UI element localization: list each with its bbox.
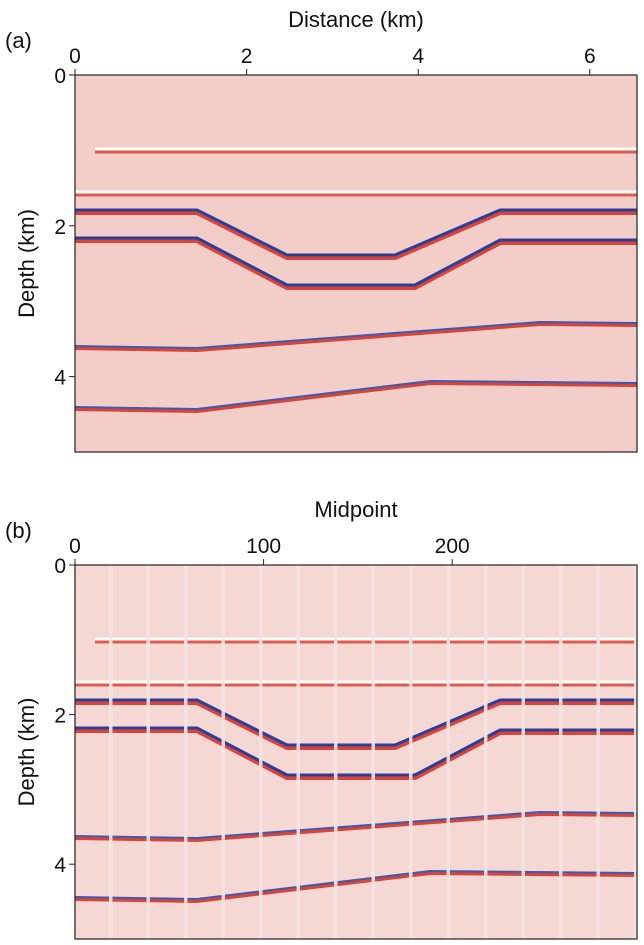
- x-axis-title: Midpoint: [314, 497, 397, 522]
- panel-a-image: [75, 75, 637, 452]
- y-tick-label: 2: [54, 705, 66, 728]
- y-tick-label: 0: [54, 65, 66, 88]
- x-tick-label: 4: [412, 45, 424, 68]
- plot-frame: [74, 74, 638, 453]
- x-tick-label: 200: [435, 535, 470, 558]
- x-tick-label: 0: [69, 45, 81, 68]
- y-tick-label: 0: [54, 555, 66, 578]
- x-axis-title: Distance (km): [288, 7, 424, 32]
- panel-b-image: [75, 565, 637, 939]
- panel-label: (a): [5, 28, 32, 53]
- y-tick-label: 2: [54, 216, 66, 239]
- y-axis-title: Depth (km): [14, 698, 39, 807]
- y-axis-title: Depth (km): [14, 209, 39, 318]
- x-tick-label: 2: [241, 45, 253, 68]
- y-tick-label: 4: [54, 854, 66, 877]
- x-tick-label: 0: [69, 535, 81, 558]
- plot-frame: [74, 564, 638, 940]
- panel-label: (b): [5, 518, 32, 543]
- x-tick-label: 6: [584, 45, 596, 68]
- x-tick-label: 100: [246, 535, 281, 558]
- y-tick-label: 4: [54, 367, 66, 390]
